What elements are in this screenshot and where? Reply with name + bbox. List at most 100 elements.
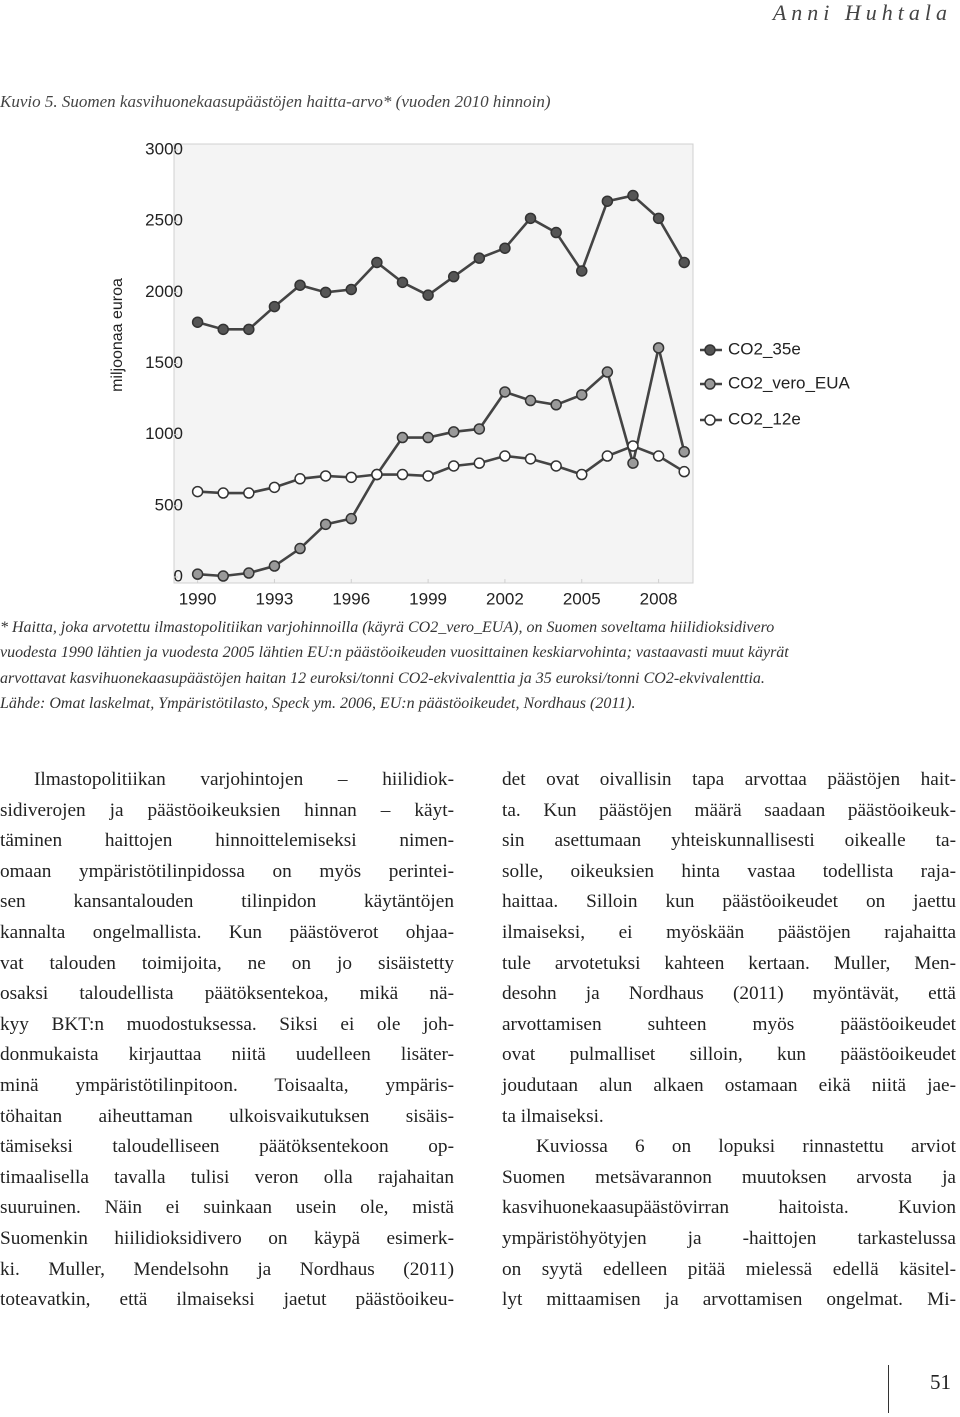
marker [601,195,614,207]
text-line: osaksi taloudellista päätöksentekoa, mik… [0,983,454,1005]
y-axis-label: miljoonaa euroa [109,278,126,392]
text-line: omaan ympäristötilinpidossa on myös peri… [0,860,454,882]
marker [217,323,229,336]
marker [345,283,358,296]
x-tick-label: 1993 [256,589,294,608]
y-tick-label: 2500 [145,211,183,230]
marker [601,366,614,378]
y-tick-label: 0 [174,566,183,585]
marker [243,487,255,499]
text-line: haittaa. Silloin kun päästöoikeudet on j… [502,891,956,913]
marker [447,460,460,472]
marker [652,450,665,462]
text-line: ympäristöhyötyjen ja -haittojen tarkaste… [502,1227,956,1249]
text-line: ta. Kun päästöjen määrä saadaan päästöoi… [502,799,956,821]
marker [268,481,281,494]
marker [345,471,358,484]
text-line: Ilmastopolitiikan varjohintojen – hiilid… [34,769,454,790]
text-line: donmukaista kirjauttaa niitä uudelleen l… [0,1044,454,1066]
marker [627,440,639,452]
text-line: arvottamisen suhteen myös päästöoikeudet [502,1013,956,1035]
text-line: kyy BKT:n muodostuksessa. Siksi ei ole j… [0,1013,454,1035]
x-tick-label: 2005 [563,589,601,608]
text-line: ta ilmaiseksi. [502,1105,604,1127]
marker [499,450,511,462]
text-line: sen kansantalouden tilinpidon käytäntöje… [0,891,454,913]
marker [217,570,229,582]
marker [576,468,588,481]
chart-title: Kuvio 5. Suomen kasvihuonekaasupäästöjen… [0,92,551,111]
y-tick-label: 1500 [145,353,183,372]
text-column: det ovat oivallisin tapa arvottaa päästö… [502,765,956,1316]
marker [217,487,229,499]
footnote-line: vuodesta 1990 lähtien ja vuodesta 2005 l… [0,644,789,662]
marker [268,300,281,313]
legend-marker [704,414,716,426]
footnote-line: Lähde: Omat laskelmat, Ympäristötilasto,… [0,694,636,712]
marker [396,468,409,481]
footnote: * Haitta, joka arvotettu ilmastopolitiik… [0,615,960,716]
marker [524,212,537,225]
marker [524,453,537,465]
text-line: toteavatkin, että ilmaiseksi jaetut pääs… [0,1289,454,1311]
marker [627,457,639,469]
legend-label: CO2_12e [728,409,801,428]
marker [576,389,588,401]
marker [396,276,409,289]
footnote-line: arvottavat kasvihuonekaasupäästöjen hait… [0,669,765,687]
marker [473,457,486,469]
text-line: sidiverojen ja päästöoikeuksien hinnan –… [0,799,454,821]
legend-label: CO2_vero_EUA [728,373,851,392]
plot-area [173,143,694,584]
text-line: ilmaiseksi, ei myöskään päästöjen rajaha… [502,921,956,943]
marker [294,279,306,291]
text-column: Ilmastopolitiikan varjohintojen – hiilid… [0,765,454,1316]
text-line: kasvihuonekaasupäästövirran haitoista. K… [502,1197,956,1219]
marker [345,512,358,525]
y-tick-label: 1000 [145,424,183,443]
marker [319,470,332,482]
marker [678,256,690,269]
text-line: on syytä edelleen pitää mielessä edellä … [502,1258,956,1280]
text-line: vat talouden toimijoita, ne on jo sisäis… [0,952,454,974]
chart: Kuvio 5. Suomen kasvihuonekaasupäästöjen… [0,92,851,609]
text-line: täminen haittojen hinnoittelemiseksi nim… [0,830,454,852]
x-tick-label: 1996 [332,589,370,608]
marker [473,423,486,435]
text-line: timaalisella tavalla tulisi veron olla r… [0,1166,454,1188]
marker [550,399,562,411]
text-line: joudutaan alun alkaen ostamaan eikä niit… [502,1074,956,1096]
text-line: ovat pulmalliset silloin, kun päästöoike… [502,1044,956,1066]
legend-marker [704,378,716,390]
marker [550,226,562,239]
text-line: det ovat oivallisin tapa arvottaa päästö… [502,769,956,790]
text-line: tule arvotetuksi kahteen kertaan. Muller… [502,952,956,974]
text-line: solle, oikeuksien hinta vastaa todellist… [502,860,956,882]
marker [678,445,690,458]
text-line: Suomenkin hiilidioksidivero on käypä esi… [0,1227,454,1249]
marker [243,323,255,336]
text-line: kannalta ongelmallista. Kun päästöverot … [0,921,454,943]
x-tick-label: 2002 [486,589,524,608]
marker [191,568,204,580]
marker [371,468,383,481]
marker [422,431,434,444]
marker [191,485,204,498]
text-line: Kuviossa 6 on lopuksi rinnastettu arviot [536,1136,956,1158]
marker [191,316,204,328]
marker [499,242,511,254]
text-line: desohn ja Nordhaus (2011) myöntävät, ett… [502,983,956,1005]
text-line: minä ympäristötilinpitoon. Toisaalta, ym… [0,1074,454,1096]
text-line: töhaitan aiheuttaman ulkoisvaikutuksen s… [0,1105,454,1127]
legend-label: CO2_35e [728,339,801,358]
text-line: Suomen metsävarannon muutoksen arvosta j… [502,1166,956,1188]
y-tick-label: 500 [155,495,183,514]
marker [524,394,537,407]
marker [396,431,409,444]
marker [422,289,434,301]
marker [652,212,665,225]
marker [499,386,511,398]
marker [550,460,562,472]
page-number-rule [888,1365,889,1413]
